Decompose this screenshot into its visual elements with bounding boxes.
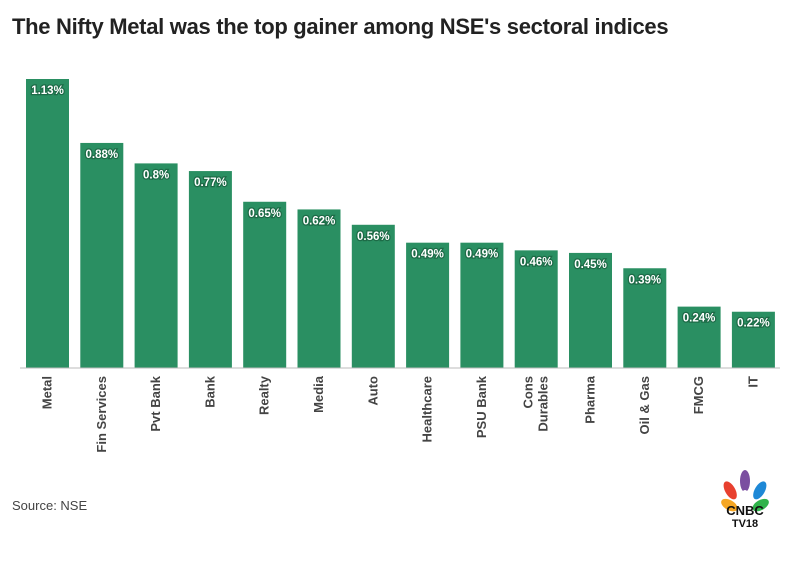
category-label: FMCG (691, 376, 706, 414)
data-label: 0.49% (466, 249, 499, 261)
bar (569, 252, 612, 368)
bar (297, 209, 341, 368)
category-label: Fin Services (94, 376, 109, 453)
data-label: 0.46% (520, 256, 553, 268)
bar (351, 224, 395, 368)
chart-title: The Nifty Metal was the top gainer among… (12, 14, 669, 39)
category-label: Metal (40, 376, 55, 409)
bar (80, 142, 124, 368)
category-label: Bank (202, 375, 217, 408)
bar (731, 311, 775, 368)
data-label: 0.56% (357, 231, 390, 243)
data-label: 0.24% (683, 313, 716, 325)
category-label: Oil & Gas (637, 376, 652, 435)
source-note: Source: NSE (12, 498, 88, 513)
category-label: Auto (365, 376, 380, 406)
category-label: Healthcare (420, 376, 435, 442)
peacock-icon (721, 470, 769, 512)
category-label: Cons (521, 376, 536, 409)
bar (134, 163, 178, 368)
category-label: Media (311, 375, 326, 413)
data-label: 0.62% (303, 215, 336, 227)
bar (514, 250, 558, 368)
data-label: 0.65% (248, 208, 281, 220)
data-label: 0.39% (628, 274, 661, 286)
data-label: 0.45% (574, 259, 607, 271)
category-label: Realty (257, 375, 272, 415)
data-label: 0.88% (85, 149, 118, 161)
bar (623, 268, 667, 368)
category-label: IT (745, 376, 760, 388)
category-label: Durables (536, 376, 551, 432)
data-label: 1.13% (31, 85, 64, 97)
category-label: PSU Bank (474, 375, 489, 438)
bar (243, 201, 287, 368)
bar (460, 242, 504, 368)
bar (406, 242, 450, 368)
logo-text-cnbc: CNBC (726, 503, 764, 518)
data-label: 0.8% (143, 169, 169, 181)
category-label: Pharma (583, 375, 598, 423)
data-label: 0.77% (194, 177, 227, 189)
bar (26, 79, 69, 368)
bar (188, 171, 232, 368)
data-label: 0.49% (411, 249, 444, 261)
data-label: 0.22% (737, 318, 770, 330)
category-label: Pvt Bank (148, 375, 163, 431)
bar (677, 306, 721, 368)
logo-text-tv18: TV18 (732, 518, 758, 530)
cnbc-tv18-logo: CNBC TV18 (721, 470, 769, 530)
